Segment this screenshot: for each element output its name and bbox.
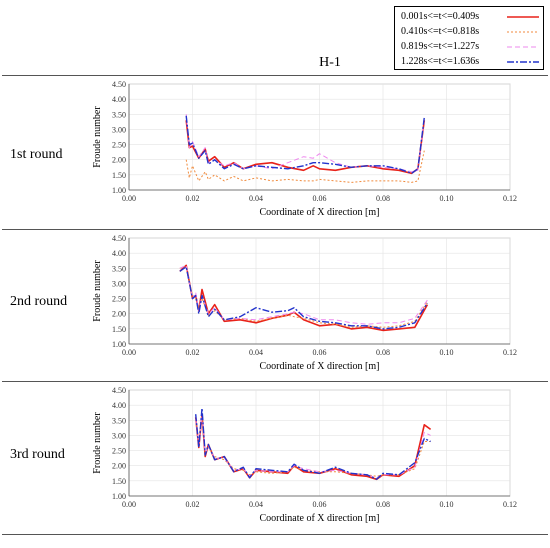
figure-title: H-1 [319, 55, 341, 70]
series-line-3 [185, 114, 425, 173]
y-axis-label: Froude number [92, 260, 103, 322]
froude-chart-round-1: 1.00 1.50 2.00 2.50 3.00 3.50 4.00 4.50 0.00 0.02… [92, 80, 517, 218]
legend-swatch [507, 61, 539, 63]
y-tick-label: 4.50 [112, 80, 126, 89]
x-tick-label: 0.12 [503, 500, 517, 509]
froude-chart-round-2: 1.00 1.50 2.00 2.50 3.00 3.50 4.00 4.50 0.00 0.02… [92, 234, 517, 372]
y-tick-label: 4.50 [112, 386, 126, 395]
y-tick-label: 3.50 [112, 416, 126, 425]
y-tick-label: 4.00 [112, 401, 126, 410]
legend-entry: 0.410s<=t<=0.818s [395, 25, 545, 39]
panel-round-3: 3rd round 1.00 1.50 2.00 2.50 3.00 3.50 4.00 4.… [0, 382, 550, 534]
legend-entry: 1.228s<=t<=1.636s [395, 55, 545, 69]
y-tick-label: 1.00 [112, 340, 126, 349]
legend-swatch [507, 16, 539, 18]
y-tick-label: 2.00 [112, 310, 126, 319]
x-tick-label: 0.06 [313, 194, 327, 203]
x-tick-label: 0.10 [440, 500, 454, 509]
y-tick-label: 2.00 [112, 156, 126, 165]
x-tick-label: 0.10 [440, 194, 454, 203]
panel-divider [2, 534, 548, 535]
x-tick-label: 0.00 [122, 348, 136, 357]
x-tick-label: 0.10 [440, 348, 454, 357]
y-tick-label: 3.00 [112, 279, 126, 288]
series-line-2 [179, 266, 428, 328]
x-tick-label: 0.02 [186, 194, 200, 203]
x-tick-label: 0.06 [313, 348, 327, 357]
y-tick-label: 2.50 [112, 447, 126, 456]
series-line-1 [185, 120, 426, 175]
round-label: 2nd round [10, 294, 68, 309]
legend-entry: 0.819s<=t<=1.227s [395, 40, 545, 54]
x-tick-label: 0.04 [249, 194, 263, 203]
panel-round-1: 1st round 1.00 1.50 2.00 2.50 3.00 3.50 4.00 4.… [0, 76, 550, 228]
x-tick-label: 0.08 [376, 194, 390, 203]
x-axis-label: Coordinate of X direction [m] [260, 513, 380, 524]
y-tick-label: 3.50 [112, 264, 126, 273]
legend-label: 1.228s<=t<=1.636s [401, 56, 480, 67]
x-tick-label: 0.12 [503, 194, 517, 203]
y-tick-label: 2.50 [112, 141, 126, 150]
legend-label: 0.819s<=t<=1.227s [401, 41, 480, 52]
y-tick-label: 1.00 [112, 492, 126, 501]
series-line-4 [195, 407, 431, 481]
series-line-2 [185, 150, 425, 183]
y-tick-label: 1.50 [112, 325, 126, 334]
y-tick-label: 1.50 [112, 477, 126, 486]
y-tick-label: 2.00 [112, 462, 126, 471]
panel-divider [2, 381, 548, 382]
y-tick-label: 3.50 [112, 110, 126, 119]
x-tick-label: 0.06 [313, 500, 327, 509]
series-line-2 [195, 416, 431, 477]
legend-label: 0.001s<=t<=0.409s [401, 11, 480, 22]
series-line-4 [185, 115, 425, 175]
y-tick-label: 3.00 [112, 431, 126, 440]
panel-divider [2, 75, 548, 76]
legend-entry: 0.001s<=t<=0.409s [395, 10, 545, 24]
y-tick-label: 4.00 [112, 95, 126, 104]
legend-swatch [507, 31, 539, 33]
round-label: 1st round [10, 147, 63, 162]
x-axis-label: Coordinate of X direction [m] [260, 207, 380, 218]
y-tick-label: 3.00 [112, 125, 126, 134]
y-axis-label: Froude number [92, 412, 103, 474]
x-axis-label: Coordinate of X direction [m] [260, 361, 380, 372]
round-label: 3rd round [10, 447, 65, 462]
y-tick-label: 1.50 [112, 171, 126, 180]
x-tick-label: 0.08 [376, 348, 390, 357]
panel-divider [2, 229, 548, 230]
panel-round-2: 2nd round 1.00 1.50 2.00 2.50 3.00 3.50 4.00 4.… [0, 230, 550, 380]
x-tick-label: 0.12 [503, 348, 517, 357]
y-tick-label: 4.00 [112, 249, 126, 258]
series-line-4 [179, 266, 428, 330]
chart-legend: 0.001s<=t<=0.409s 0.410s<=t<=0.818s 0.81… [394, 6, 544, 70]
y-tick-label: 2.50 [112, 295, 126, 304]
x-tick-label: 0.02 [186, 348, 200, 357]
x-tick-label: 0.00 [122, 194, 136, 203]
x-tick-label: 0.00 [122, 500, 136, 509]
x-tick-label: 0.08 [376, 500, 390, 509]
legend-label: 0.410s<=t<=0.818s [401, 26, 480, 37]
y-tick-label: 4.50 [112, 234, 126, 243]
legend-swatch [507, 46, 539, 48]
x-tick-label: 0.04 [249, 348, 263, 357]
froude-chart-round-3: 1.00 1.50 2.00 2.50 3.00 3.50 4.00 4.50 0.00 0.02… [92, 386, 517, 524]
x-tick-label: 0.04 [249, 500, 263, 509]
y-tick-label: 1.00 [112, 186, 126, 195]
x-tick-label: 0.02 [186, 500, 200, 509]
y-axis-label: Froude number [92, 106, 103, 168]
